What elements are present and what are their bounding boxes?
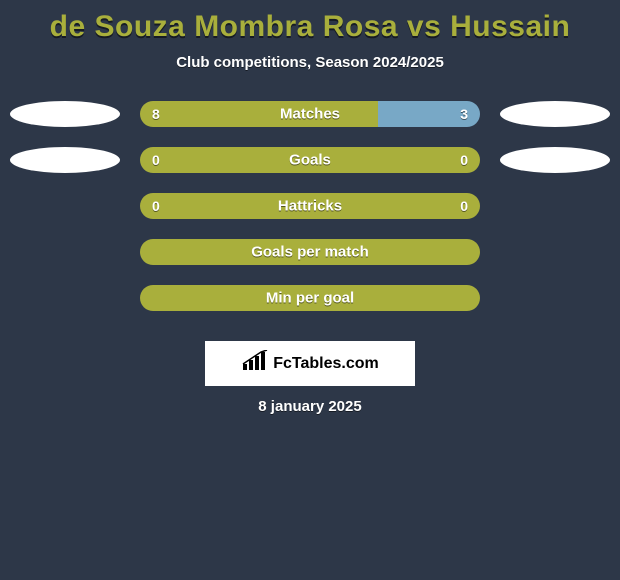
stat-bar: Goals per match [140,239,480,265]
comparison-row: Goals per match [0,239,620,265]
bar-value-left: 8 [152,106,160,122]
bar-value-left: 0 [152,198,160,214]
right-oval [500,101,610,127]
bar-label: Matches [280,106,340,123]
comparison-rows: Matches 8 3 Goals 0 0 Hattricks 0 0 Goals per mat… [0,101,620,311]
watermark-box: FcTables.com [205,341,415,386]
bar-left-segment [140,101,378,127]
stat-bar: Hattricks 0 0 [140,193,480,219]
bar-value-right: 0 [460,152,468,168]
comparison-row: Hattricks 0 0 [0,193,620,219]
stat-bar: Min per goal [140,285,480,311]
date-text: 8 january 2025 [0,398,620,415]
watermark-text: FcTables.com [273,355,379,373]
bar-value-right: 0 [460,198,468,214]
page-title: de Souza Mombra Rosa vs Hussain [0,10,620,44]
comparison-row: Min per goal [0,285,620,311]
comparison-row: Matches 8 3 [0,101,620,127]
left-oval [10,147,120,173]
bar-label: Goals [289,152,331,169]
bar-value-left: 0 [152,152,160,168]
stat-bar: Matches 8 3 [140,101,480,127]
right-oval [500,147,610,173]
subtitle: Club competitions, Season 2024/2025 [0,54,620,71]
bar-label: Hattricks [278,198,342,215]
comparison-row: Goals 0 0 [0,147,620,173]
bar-value-right: 3 [460,106,468,122]
chart-icon [241,350,269,377]
bar-label: Goals per match [251,244,369,261]
bar-label: Min per goal [266,290,354,307]
stat-bar: Goals 0 0 [140,147,480,173]
container: de Souza Mombra Rosa vs Hussain Club com… [0,0,620,580]
left-oval [10,101,120,127]
